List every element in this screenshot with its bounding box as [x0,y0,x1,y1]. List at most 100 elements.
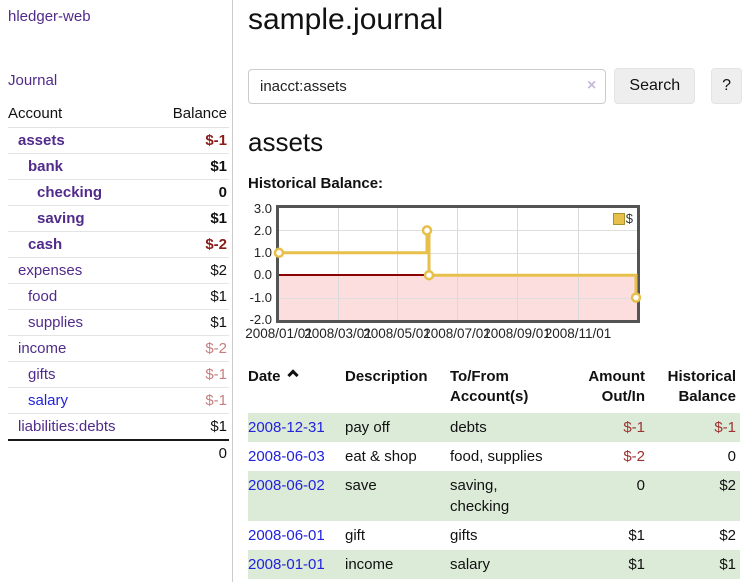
account-row-income: income $-2 [8,335,229,362]
x-tick-label: 2008/05/01 [363,326,431,341]
x-tick-label: 2008/09/01 [483,326,551,341]
account-balance-bank: $1 [210,158,227,175]
transaction-date-link[interactable]: 2008-01-01 [248,556,325,573]
account-link-supplies[interactable]: supplies [28,314,84,331]
account-row-food: food $1 [8,283,229,310]
account-balance-checking: 0 [218,184,227,201]
accounts-total-value: 0 [218,445,227,462]
account-balance-expenses: $2 [210,262,227,279]
accounts-table: Account Balance assets $-1 bank $1 check… [8,102,229,466]
sort-ascending-icon[interactable] [286,369,299,381]
main-content: sample.journal × Search ? assets Histori… [245,0,742,579]
gridline [279,253,637,254]
account-link-gifts[interactable]: gifts [28,366,56,383]
date-header-label: Date [248,368,281,385]
account-row-cash: cash $-2 [8,231,229,258]
gridline [279,230,637,231]
data-point-marker [273,247,285,259]
transaction-description: eat & shop [345,448,417,465]
transaction-row: 2008-06-01 gift gifts $1 $2 [248,521,740,550]
accounts-table-header-row: Account Balance [8,102,229,128]
transaction-amount: $-2 [623,448,645,465]
account-balance-salary: $-1 [205,392,227,409]
account-link-food[interactable]: food [28,288,58,305]
account-link-salary[interactable]: salary [28,392,69,409]
transaction-accounts-line2: checking [450,498,510,515]
account-balance-assets: $-1 [205,132,227,149]
balance-chart: 3.0 2.0 1.0 0.0 -1.0 -2.0 [245,201,742,345]
amount-header-line1: Amount [588,368,645,385]
app-title-link[interactable]: hledger-web [8,8,91,25]
data-point-marker [630,292,642,303]
clear-search-icon[interactable]: × [587,76,597,94]
gridline [517,208,518,320]
sidebar: hledger-web Journal Account Balance asse… [0,0,233,582]
amount-header-line2: Out/In [601,388,645,405]
transaction-date-link[interactable]: 2008-06-01 [248,527,325,544]
column-header-historical-balance: Historical Balance [649,365,740,413]
y-tick-label: 0.0 [253,267,272,282]
accounts-total-row: 0 [8,440,229,466]
account-row-expenses: expenses $2 [8,257,229,284]
account-link-bank[interactable]: bank [28,158,64,175]
account-link-assets[interactable]: assets [18,132,65,149]
hist-header-line1: Historical [667,368,736,385]
account-row-assets: assets $-1 [8,128,229,154]
legend-swatch-icon [612,212,625,225]
help-button[interactable]: ? [711,68,742,104]
account-link-expenses[interactable]: expenses [18,262,83,279]
column-header-amount: Amount Out/In [577,365,649,413]
register-header-row: Date Description To/From Account(s) Amou… [248,365,740,413]
account-balance-cash: $-2 [205,236,227,253]
search-box: × [248,68,607,104]
account-link-income[interactable]: income [18,340,67,357]
transaction-balance: 0 [727,448,736,465]
transaction-accounts: gifts [450,527,478,544]
transaction-date-link[interactable]: 2008-06-03 [248,448,325,465]
transaction-accounts: salary [450,550,577,579]
transaction-accounts: saving, checking [450,471,577,521]
column-header-date[interactable]: Date [248,365,345,413]
chart-plot-area: $ [273,205,642,323]
transaction-description: save [345,471,450,521]
transaction-balance: $1 [649,550,740,579]
account-link-cash[interactable]: cash [28,236,63,253]
transaction-amount: $-1 [577,413,649,442]
transaction-date-link[interactable]: 2008-12-31 [248,419,325,436]
gridline [279,298,637,299]
transaction-balance: $2 [649,471,740,521]
account-row-checking: checking 0 [8,179,229,206]
account-row-salary: salary $-1 [8,387,229,414]
legend-label: $ [625,211,633,226]
account-row-saving: saving $1 [8,205,229,232]
register-table: Date Description To/From Account(s) Amou… [248,365,740,579]
search-input[interactable] [248,68,607,104]
transaction-row: 2008-06-02 save saving, checking 0 $2 [248,471,740,521]
account-link-saving[interactable]: saving [37,210,85,227]
account-row-liabilities-debts: liabilities:debts $1 [8,413,229,441]
accounts-header-balance: Balance [153,102,229,128]
y-tick-label: 1.0 [253,245,272,260]
transaction-row: 2008-01-01 income salary $1 $1 [248,550,740,579]
data-point-marker [423,269,435,281]
account-heading: assets [248,127,324,157]
y-tick-label: 2.0 [253,223,272,238]
page-title: sample.journal [248,3,444,36]
transaction-amount: $1 [628,527,645,544]
gridline [578,208,579,320]
chart-title: Historical Balance: [248,175,384,192]
sidebar-item-journal[interactable]: Journal [8,72,58,89]
balance-line-series [273,225,642,303]
tofrom-header-line1: To/From [450,368,509,385]
transaction-balance: $2 [719,527,736,544]
search-button[interactable]: Search [614,68,696,104]
search-form: × Search ? [248,68,742,104]
transaction-date-link[interactable]: 2008-06-02 [248,477,325,494]
account-link-checking[interactable]: checking [37,184,103,201]
data-point-marker [421,225,433,236]
account-balance-liabilities-debts: $1 [210,418,227,435]
account-link-liabilities-debts[interactable]: liabilities:debts [18,418,116,435]
transaction-accounts-line1: saving, [450,477,498,494]
hist-header-line2: Balance [678,388,736,405]
account-balance-gifts: $-1 [205,366,227,383]
